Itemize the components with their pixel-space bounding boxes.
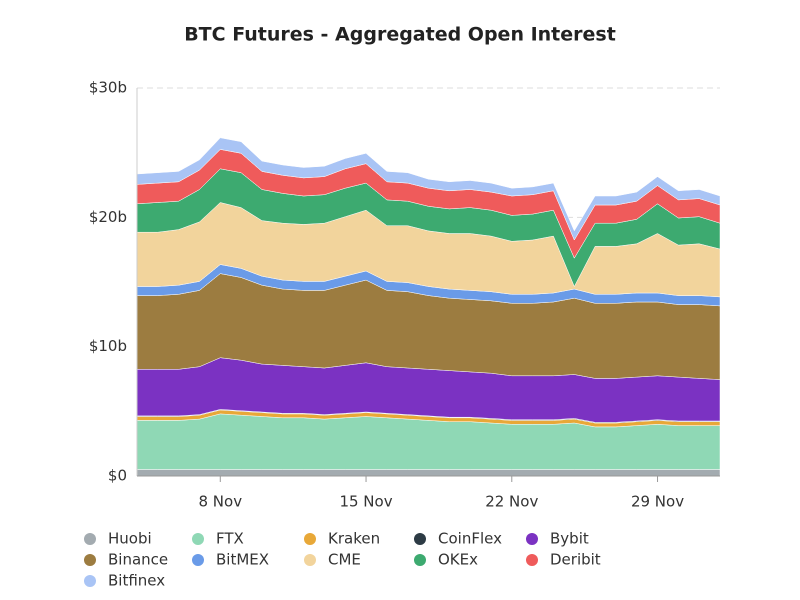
legend-marker	[84, 554, 96, 566]
legend-label: Kraken	[328, 530, 380, 548]
legend-label: BitMEX	[216, 551, 269, 569]
x-tick-label: 29 Nov	[631, 493, 684, 511]
legend-label: CoinFlex	[438, 530, 502, 548]
x-tick-label: 8 Nov	[198, 493, 242, 511]
legend-marker	[304, 533, 316, 545]
legend-label: Huobi	[108, 530, 152, 548]
legend-label: Deribit	[550, 551, 601, 569]
x-tick-label: 15 Nov	[339, 493, 392, 511]
area	[136, 137, 721, 241]
legend-marker	[84, 575, 96, 587]
legend-label: Bybit	[550, 530, 589, 548]
x-tick-label: 22 Nov	[485, 493, 538, 511]
area	[136, 469, 721, 477]
y-tick-label: $0	[108, 467, 127, 485]
legend-marker	[192, 533, 204, 545]
legend-marker	[414, 533, 426, 545]
legend-label: FTX	[216, 530, 244, 548]
chart-title: BTC Futures - Aggregated Open Interest	[184, 24, 616, 46]
legend-label: Bitfinex	[108, 572, 165, 590]
legend-label: OKEx	[438, 551, 478, 569]
y-tick-label: $20b	[89, 208, 127, 226]
legend-marker	[526, 554, 538, 566]
legend-marker	[84, 533, 96, 545]
legend-marker	[304, 554, 316, 566]
legend-label: Binance	[108, 551, 168, 569]
legend-marker	[414, 554, 426, 566]
y-tick-label: $10b	[89, 337, 127, 355]
legend-marker	[526, 533, 538, 545]
legend-label: CME	[328, 551, 361, 569]
legend-marker	[192, 554, 204, 566]
y-tick-label: $30b	[89, 79, 127, 97]
